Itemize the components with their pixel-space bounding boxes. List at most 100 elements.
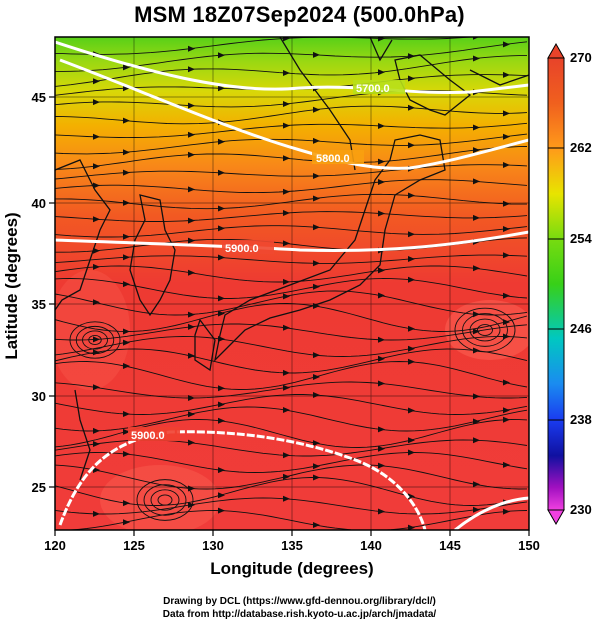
streamline-arrow <box>218 225 225 232</box>
streamline-arrow <box>283 240 290 247</box>
contour-5900-se <box>454 496 529 530</box>
streamline-arrow <box>473 481 480 488</box>
colorbar-min-arrow <box>547 509 565 526</box>
streamline-arrow <box>93 163 100 170</box>
streamline-arrow <box>473 124 480 131</box>
streamline-arrow <box>123 328 130 335</box>
streamline-arrow <box>503 41 510 48</box>
streamline-arrow <box>313 283 320 290</box>
streamline-arrow <box>283 452 290 459</box>
streamline-arrow <box>408 407 415 414</box>
streamline-arrow <box>378 210 385 217</box>
streamline-arrow <box>218 205 225 212</box>
credit-drawing: Drawing by DCL (https://www.gfd-dennou.o… <box>163 596 436 607</box>
y-axis-label: Latitude (degrees) <box>2 212 21 359</box>
streamline-arrow <box>188 66 195 73</box>
colorbar: 270 262 254 246 238 230 <box>547 42 592 526</box>
y-tick-label: 35 <box>32 297 46 312</box>
streamline-arrow <box>378 380 385 387</box>
streamline-arrow <box>283 188 290 195</box>
streamline-arrow <box>123 149 130 156</box>
streamline-arrow <box>313 224 320 231</box>
streamline-arrow <box>313 374 320 380</box>
colorbar-ticks <box>548 57 564 511</box>
vortex-ring <box>477 324 493 336</box>
streamline-arrow <box>218 336 225 342</box>
streamline-arrow <box>93 510 100 517</box>
streamline-arrow <box>218 52 225 59</box>
streamline-arrow <box>188 323 195 330</box>
streamline-arrow <box>473 214 480 221</box>
streamline-arrow <box>93 99 100 106</box>
contour-label-5900-north: 5900.0 <box>225 243 259 255</box>
streamline-arrow <box>218 85 225 92</box>
streamline-arrow <box>473 418 480 425</box>
streamline-arrow <box>408 192 415 199</box>
contour-label-bg <box>128 427 180 441</box>
y-tick-label: 40 <box>32 196 46 211</box>
streamline-arrow <box>283 369 290 376</box>
streamline-arrow <box>283 278 290 285</box>
warm-patch <box>445 300 529 360</box>
streamline-arrow <box>188 439 195 446</box>
streamline-arrow <box>378 158 385 165</box>
warm-patch <box>100 465 220 530</box>
streamline-arrow <box>283 495 290 502</box>
streamline-arrow <box>218 295 225 302</box>
y-tick-label: 45 <box>32 90 46 105</box>
streamline-arrow <box>473 437 480 444</box>
colorbar-tick-label: 254 <box>570 231 592 246</box>
streamline-arrow <box>378 123 385 129</box>
streamline-arrow <box>93 349 100 356</box>
streamline-arrow <box>283 155 290 162</box>
contour-label-bg <box>312 150 364 164</box>
streamline-arrow <box>408 231 415 238</box>
streamline-arrow <box>313 352 320 359</box>
streamline-arrow <box>313 51 320 58</box>
streamline-arrow <box>283 407 290 413</box>
streamline-arrow <box>503 133 510 140</box>
streamline-arrow <box>313 106 320 113</box>
streamline-arrow <box>218 169 225 176</box>
streamline-arrow <box>93 427 100 434</box>
streamline-arrow <box>283 473 290 480</box>
streamline-arrow <box>503 110 510 117</box>
streamline-arrow <box>93 441 100 447</box>
streamline-arrow <box>313 173 320 179</box>
streamline-arrow <box>313 260 320 267</box>
streamline-arrow <box>218 417 225 424</box>
streamline-arrow <box>218 385 225 392</box>
contour-label-bg <box>353 80 405 94</box>
colorbar-tick-label: 238 <box>570 412 592 427</box>
streamline-arrow <box>408 449 415 456</box>
streamline-arrow <box>503 71 510 78</box>
vortex-ring <box>69 321 121 359</box>
x-tick-label: 140 <box>360 538 382 553</box>
streamline-arrow <box>93 216 100 223</box>
streamline-arrow <box>378 426 385 433</box>
streamline-arrow <box>188 395 195 401</box>
streamline-arrow <box>313 137 320 144</box>
streamline-arrow <box>408 493 415 500</box>
streamline-arrow <box>218 310 225 317</box>
x-tick-label: 145 <box>439 538 461 553</box>
warm-patch <box>55 270 130 390</box>
streamline-arrow <box>93 182 100 189</box>
contour-5900-south <box>58 430 427 530</box>
streamline-arrow <box>503 333 510 340</box>
streamline-arrow <box>218 401 225 408</box>
axis-tick-marks <box>49 96 530 536</box>
streamline-arrow <box>378 462 385 469</box>
streamline-arrow <box>503 319 510 326</box>
streamline-arrow <box>503 379 510 386</box>
streamline-arrow <box>408 325 415 332</box>
streamline-arrow <box>313 392 320 398</box>
colorbar-tick-label: 270 <box>570 50 592 65</box>
contour-5900-north <box>55 230 529 252</box>
x-tick-label: 125 <box>123 538 145 553</box>
streamline-arrow <box>503 508 510 515</box>
streamline-arrow <box>123 281 130 288</box>
streamline-arrow <box>123 500 130 507</box>
streamline-arrow <box>188 45 195 52</box>
colorbar-tick-label: 246 <box>570 321 592 336</box>
